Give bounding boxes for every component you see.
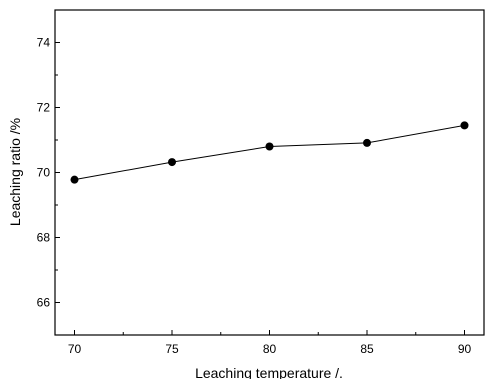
x-tick-label: 90 bbox=[458, 342, 472, 356]
data-point bbox=[363, 138, 371, 147]
data-series bbox=[70, 121, 469, 184]
x-axis-ticks: 70 75 80 85 90 bbox=[68, 330, 472, 356]
y-tick-label: 70 bbox=[37, 166, 51, 180]
data-point bbox=[70, 175, 79, 184]
x-axis-label: Leaching temperature /. bbox=[195, 365, 343, 379]
series-line bbox=[74, 124, 465, 181]
x-tick-label: 85 bbox=[360, 342, 374, 356]
y-tick-label: 66 bbox=[37, 296, 51, 310]
y-tick-label: 74 bbox=[37, 36, 51, 50]
data-point bbox=[265, 142, 274, 151]
x-tick-label: 80 bbox=[263, 342, 277, 356]
data-point bbox=[460, 121, 469, 130]
plot-frame bbox=[54, 9, 485, 336]
y-axis-ticks: 66 68 70 72 74 bbox=[37, 9, 60, 336]
x-tick-label: 75 bbox=[165, 342, 179, 356]
y-tick-label: 68 bbox=[37, 231, 51, 245]
y-axis-label: Leaching ratio /% bbox=[7, 118, 23, 226]
x-tick-label: 70 bbox=[68, 342, 82, 356]
y-tick-label: 72 bbox=[37, 101, 51, 115]
data-point bbox=[168, 158, 176, 167]
